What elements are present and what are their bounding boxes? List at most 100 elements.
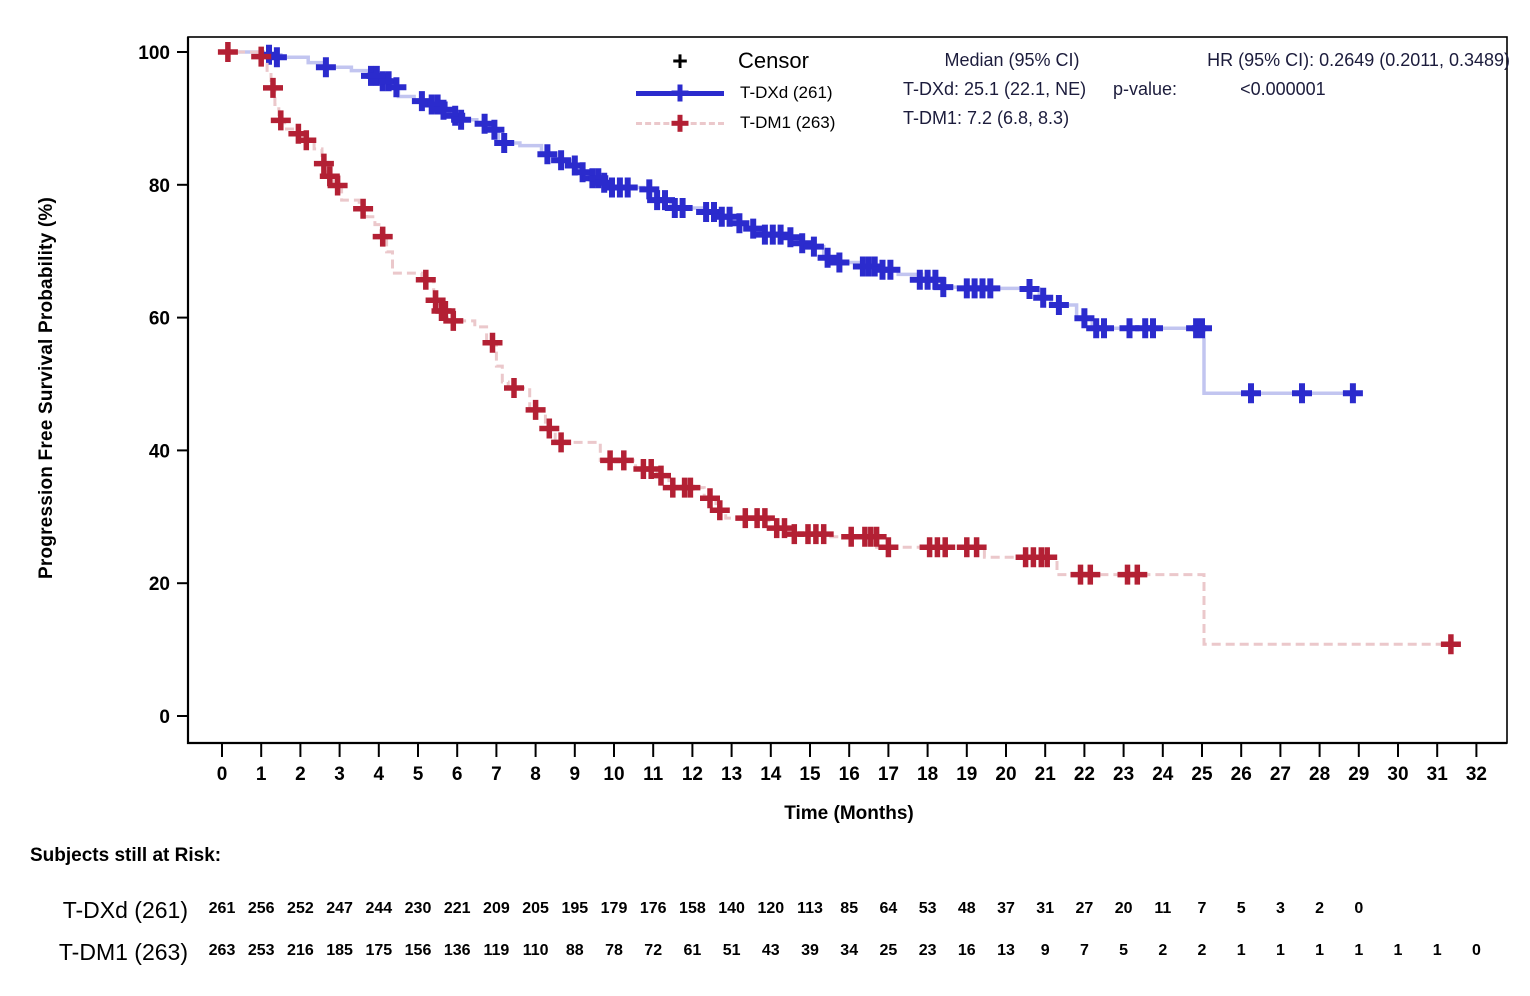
svg-text:39: 39: [801, 942, 819, 959]
median-tdxd: T-DXd: 25.1 (22.1, NE): [903, 79, 1087, 99]
svg-text:22: 22: [1074, 764, 1095, 785]
svg-text:61: 61: [684, 942, 702, 959]
svg-text:60: 60: [149, 309, 170, 330]
svg-text:253: 253: [248, 942, 275, 959]
svg-text:12: 12: [682, 764, 703, 785]
legend-item-tdxd: T-DXd (261): [636, 78, 866, 108]
svg-text:1: 1: [1394, 942, 1403, 959]
svg-text:1: 1: [256, 764, 267, 785]
svg-text:27: 27: [1270, 764, 1291, 785]
svg-text:85: 85: [840, 900, 858, 917]
svg-text:13: 13: [721, 764, 742, 785]
svg-text:195: 195: [561, 900, 588, 917]
svg-text:4: 4: [374, 764, 385, 785]
svg-text:158: 158: [679, 900, 706, 917]
svg-text:9: 9: [1041, 942, 1050, 959]
svg-text:16: 16: [839, 764, 860, 785]
hr-stats-block: HR (95% CI): 0.2649 (0.2011, 0.3489) p-v…: [1113, 46, 1510, 104]
svg-text:7: 7: [491, 764, 502, 785]
svg-text:1: 1: [1354, 942, 1363, 959]
risk-row-label-tdxd: T-DXd (261): [62, 897, 188, 923]
svg-text:15: 15: [799, 764, 821, 785]
svg-text:256: 256: [248, 900, 275, 917]
svg-text:31: 31: [1036, 900, 1054, 917]
curve-t-dm1: [217, 42, 1461, 655]
svg-text:7: 7: [1198, 900, 1207, 917]
pvalue-label: p-value:: [1113, 79, 1178, 99]
svg-text:185: 185: [326, 942, 353, 959]
svg-text:5: 5: [413, 764, 424, 785]
svg-text:119: 119: [483, 942, 509, 959]
svg-text:20: 20: [149, 574, 170, 595]
svg-text:247: 247: [326, 900, 353, 917]
pvalue-value: <0.000001: [1240, 79, 1326, 99]
svg-text:179: 179: [601, 900, 628, 917]
svg-text:34: 34: [840, 942, 858, 959]
svg-text:72: 72: [644, 942, 662, 959]
svg-text:0: 0: [1472, 942, 1481, 959]
svg-text:2: 2: [1158, 942, 1167, 959]
svg-text:216: 216: [287, 942, 314, 959]
svg-text:32: 32: [1466, 764, 1487, 785]
svg-text:14: 14: [760, 764, 782, 785]
svg-text:1: 1: [1433, 942, 1442, 959]
svg-text:40: 40: [149, 441, 170, 462]
svg-text:16: 16: [958, 942, 976, 959]
svg-text:176: 176: [640, 900, 667, 917]
x-axis-title: Time (Months): [784, 803, 914, 824]
svg-text:3: 3: [334, 764, 345, 785]
svg-text:6: 6: [452, 764, 463, 785]
legend-tdm1-label: T-DM1 (263): [740, 113, 836, 132]
svg-text:51: 51: [723, 942, 741, 959]
svg-text:2: 2: [1315, 900, 1324, 917]
svg-text:0: 0: [159, 707, 170, 728]
svg-text:8: 8: [530, 764, 541, 785]
svg-text:11: 11: [1154, 900, 1171, 917]
median-stats-block: Median (95% CI) T-DXd: 25.1 (22.1, NE) T…: [903, 46, 1121, 133]
svg-text:2: 2: [1198, 942, 1207, 959]
svg-text:230: 230: [405, 900, 432, 917]
pvalue-line: p-value: <0.000001: [1113, 75, 1510, 104]
svg-text:221: 221: [444, 900, 471, 917]
svg-text:0: 0: [217, 764, 228, 785]
svg-text:136: 136: [444, 942, 471, 959]
censor-plus-icon: [671, 114, 689, 132]
hazard-ratio-line: HR (95% CI): 0.2649 (0.2011, 0.3489): [1207, 50, 1510, 70]
svg-text:29: 29: [1348, 764, 1369, 785]
svg-text:261: 261: [209, 900, 236, 917]
svg-text:31: 31: [1427, 764, 1449, 785]
svg-text:5: 5: [1237, 900, 1246, 917]
svg-text:1: 1: [1237, 942, 1246, 959]
svg-text:11: 11: [643, 764, 664, 785]
svg-text:53: 53: [919, 900, 937, 917]
svg-text:9: 9: [570, 764, 581, 785]
svg-text:17: 17: [878, 764, 899, 785]
svg-text:10: 10: [603, 764, 624, 785]
svg-text:263: 263: [209, 942, 236, 959]
legend-censor-row: + Censor: [636, 44, 866, 78]
svg-text:23: 23: [1113, 764, 1134, 785]
svg-text:88: 88: [566, 942, 584, 959]
tdxd-line-sample: [636, 84, 724, 102]
legend-tdxd-label: T-DXd (261): [740, 83, 833, 102]
svg-text:20: 20: [995, 764, 1016, 785]
median-header: Median (95% CI): [944, 50, 1080, 70]
svg-text:13: 13: [997, 942, 1015, 959]
svg-text:28: 28: [1309, 764, 1330, 785]
median-tdm1: T-DM1: 7.2 (6.8, 8.3): [903, 108, 1070, 128]
svg-text:24: 24: [1152, 764, 1174, 785]
svg-text:205: 205: [522, 900, 549, 917]
legend: + Censor T-DXd (261) T-DM1 (263): [636, 44, 866, 138]
svg-text:48: 48: [958, 900, 976, 917]
risk-table-header: Subjects still at Risk:: [30, 845, 222, 866]
legend-item-tdm1: T-DM1 (263): [636, 108, 866, 138]
svg-text:5: 5: [1119, 942, 1128, 959]
svg-text:113: 113: [797, 900, 823, 917]
svg-text:209: 209: [483, 900, 510, 917]
svg-text:156: 156: [405, 942, 432, 959]
svg-text:30: 30: [1387, 764, 1408, 785]
censor-plus-icon: [671, 84, 689, 102]
